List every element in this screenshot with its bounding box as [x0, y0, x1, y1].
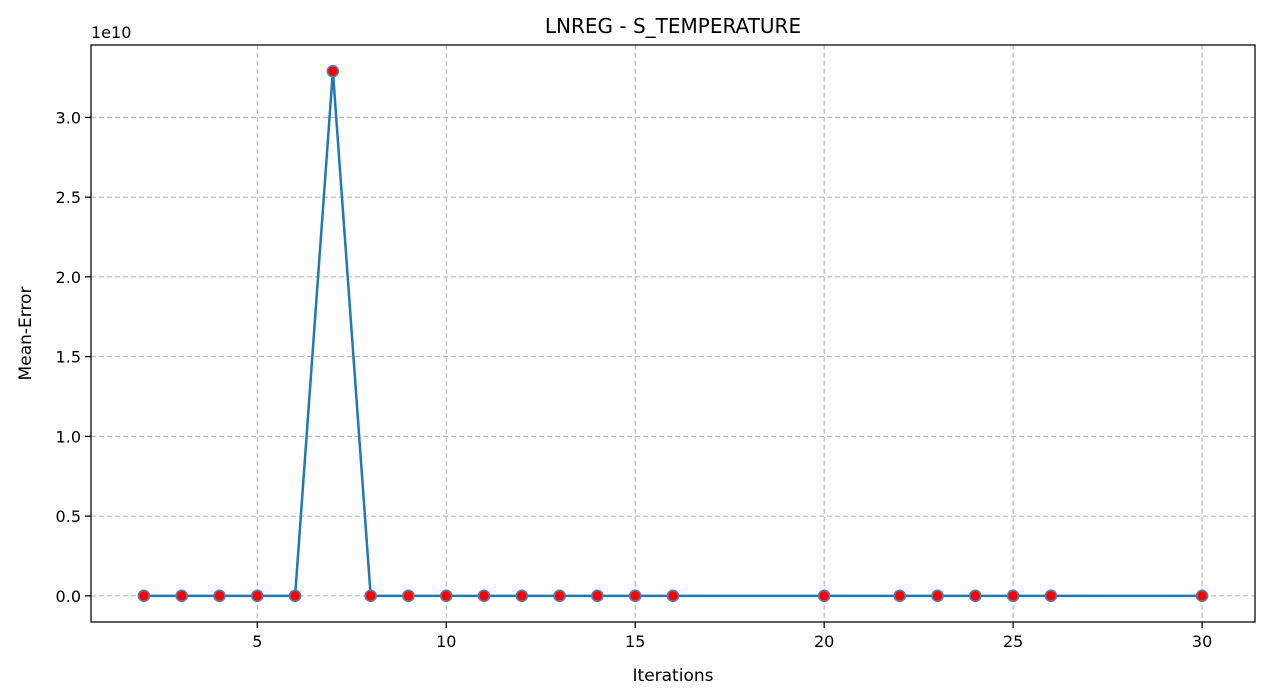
- y-tick-label: 2.0: [56, 268, 81, 287]
- data-point: [439, 589, 453, 603]
- data-point: [893, 589, 907, 603]
- y-tick-label: 1.5: [56, 348, 81, 367]
- axes: 5 10 15 20 25 30 0.0 0.5 1.0 1.5 2.0 2.5 3.0: [56, 44, 1256, 651]
- x-tick-label: 25: [1003, 632, 1023, 651]
- plot-frame: [90, 44, 1256, 623]
- x-tick-label: 30: [1192, 632, 1212, 651]
- series-layer: [137, 64, 1209, 603]
- data-point: [591, 589, 604, 603]
- series-line: [143, 71, 1203, 598]
- data-point: [628, 589, 642, 603]
- data-point: [326, 64, 340, 78]
- x-tick-label: 10: [436, 632, 456, 651]
- y-tick-label: 3.0: [56, 108, 81, 127]
- data-point: [1195, 589, 1209, 603]
- y-tick-label: 1.0: [56, 427, 81, 446]
- data-point: [402, 589, 415, 603]
- y-axis-label: Mean-Error: [16, 287, 36, 381]
- data-point: [931, 589, 944, 603]
- x-tick-label: 20: [814, 632, 834, 651]
- x-axis-label: Iterations: [633, 666, 714, 686]
- data-point: [969, 589, 982, 603]
- x-tick-label: 5: [252, 632, 262, 651]
- y-tick-label: 2.5: [56, 188, 81, 207]
- chart-title: LNREG - S_TEMPERATURE: [545, 14, 801, 38]
- data-point: [250, 589, 264, 603]
- data-point: [213, 589, 226, 603]
- data-point: [137, 589, 151, 603]
- grid: [91, 45, 1255, 622]
- data-point: [477, 589, 491, 603]
- data-point: [515, 589, 529, 603]
- data-point: [666, 589, 680, 603]
- data-point: [817, 589, 831, 603]
- x-tick-label: 15: [625, 632, 645, 651]
- data-point: [175, 589, 189, 603]
- y-axis-offset-label: 1e10: [91, 23, 131, 42]
- data-point: [553, 589, 566, 603]
- data-point: [1006, 589, 1020, 603]
- data-point: [1044, 589, 1058, 603]
- y-tick-label: 0.0: [56, 587, 81, 606]
- y-tick-label: 0.5: [56, 507, 81, 526]
- data-point: [364, 589, 377, 603]
- data-point: [288, 589, 302, 603]
